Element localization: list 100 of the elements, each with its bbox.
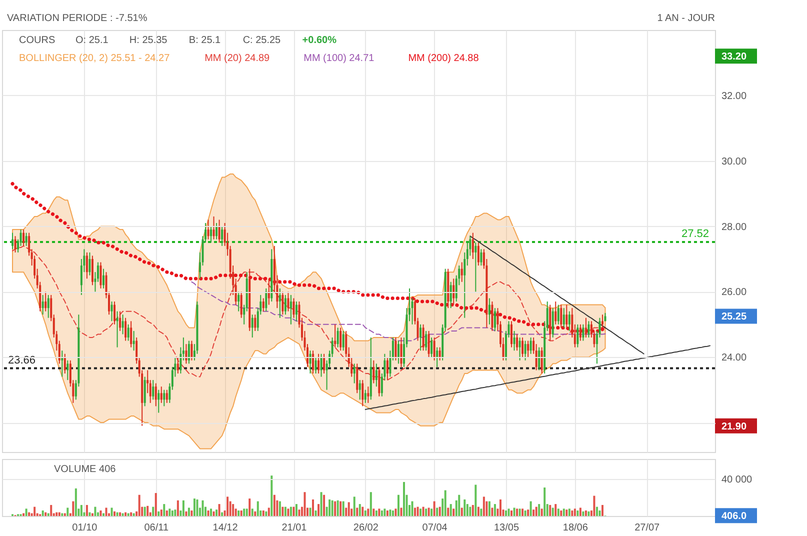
x-tick-label: 13/05 <box>494 522 520 534</box>
bar <box>447 508 450 516</box>
bar <box>287 508 290 516</box>
bar <box>238 510 240 516</box>
bar <box>72 501 74 516</box>
y-tick-label: 40 000 <box>722 474 753 486</box>
bar <box>598 510 601 516</box>
bar <box>246 508 248 516</box>
bar <box>207 510 210 516</box>
bar <box>221 512 224 516</box>
bar <box>340 501 342 516</box>
bar <box>323 494 326 516</box>
bar <box>488 501 490 516</box>
bar <box>375 510 378 516</box>
bar <box>146 506 149 516</box>
bar <box>74 488 77 516</box>
bar <box>66 508 69 516</box>
bar <box>218 504 220 516</box>
bar <box>265 511 268 516</box>
bar <box>386 510 388 516</box>
x-tick-label: 27/07 <box>634 522 660 534</box>
bar <box>336 500 339 516</box>
bar <box>166 510 168 516</box>
bar <box>290 506 292 516</box>
bar <box>356 508 358 516</box>
bar <box>190 510 193 516</box>
bar <box>557 508 560 516</box>
bar <box>127 513 130 516</box>
bar <box>44 512 47 516</box>
y-tick-label: 406.0 <box>722 511 747 522</box>
bar <box>226 496 229 516</box>
x-tick-label: 06/11 <box>144 522 169 534</box>
bar <box>331 500 334 516</box>
bar <box>42 510 44 516</box>
bar <box>328 499 331 516</box>
bar <box>392 510 394 516</box>
chart-title: VOLUME 406 <box>54 464 116 475</box>
bar <box>524 510 526 516</box>
x-tick-label: 01/10 <box>72 522 98 534</box>
bar <box>358 504 361 516</box>
bar <box>320 492 322 516</box>
bar <box>174 510 176 516</box>
bar <box>110 508 113 516</box>
bar <box>540 508 543 516</box>
bar <box>400 508 402 516</box>
bar <box>34 506 36 516</box>
bar <box>513 508 516 516</box>
bar <box>535 506 538 516</box>
bar <box>309 508 312 516</box>
bar <box>216 510 218 516</box>
bar <box>460 508 463 516</box>
bar <box>196 499 198 516</box>
bar <box>210 508 212 516</box>
bar <box>389 510 392 516</box>
bar <box>50 504 52 516</box>
bar <box>138 494 140 516</box>
bar <box>348 502 350 516</box>
bar <box>304 492 306 516</box>
bar <box>544 488 546 516</box>
bar <box>119 512 122 516</box>
bar <box>538 504 540 516</box>
bar <box>574 508 576 516</box>
bar <box>477 506 480 516</box>
bar <box>243 508 246 516</box>
bar <box>411 501 414 516</box>
bar <box>472 504 474 516</box>
bar <box>532 510 535 516</box>
bar <box>132 513 135 516</box>
bar <box>144 506 146 516</box>
bar <box>47 513 50 516</box>
bar <box>130 512 132 516</box>
bar <box>367 508 370 516</box>
x-tick-label: 18/06 <box>562 522 588 534</box>
bar <box>251 508 254 516</box>
bar <box>240 510 242 516</box>
bar <box>342 501 344 516</box>
bar <box>582 511 584 516</box>
bar <box>560 510 562 516</box>
bar <box>56 512 58 516</box>
bar <box>508 508 510 516</box>
bar <box>416 506 419 516</box>
bar <box>397 494 400 516</box>
bar <box>370 492 372 516</box>
bar <box>61 513 64 516</box>
bar <box>176 500 179 516</box>
bar <box>428 508 430 516</box>
bar <box>562 508 565 516</box>
bar <box>480 508 482 516</box>
bar <box>152 506 154 516</box>
bar <box>193 498 196 516</box>
bar <box>273 494 276 516</box>
bar <box>372 508 375 516</box>
bar <box>292 506 295 516</box>
bar <box>185 511 188 516</box>
bar <box>444 490 446 516</box>
bar <box>425 508 428 516</box>
bar <box>94 506 96 516</box>
bar <box>458 494 460 516</box>
bar <box>105 508 108 516</box>
bar <box>154 493 157 516</box>
